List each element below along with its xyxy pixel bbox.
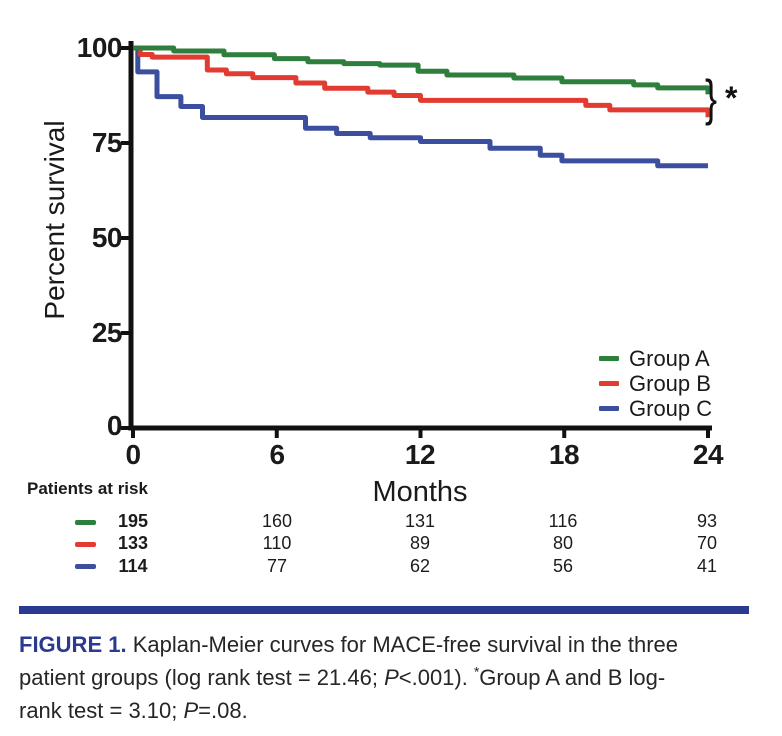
figure-caption-line-3: rank test = 3.10; P=.08. <box>19 696 775 726</box>
risk-cell: 77 <box>266 556 288 576</box>
risk-cell: 80 <box>552 533 574 553</box>
figure-caption-label: FIGURE 1. <box>19 632 127 657</box>
x-tick-label-18: 18 <box>548 439 580 470</box>
caption-text: rank test = 3.10; <box>19 698 184 723</box>
caption-text: patient groups (log rank test = 21.46; <box>19 665 385 690</box>
caption-text-italic-p: P <box>183 698 199 723</box>
y-tick-label-100: 100 <box>76 32 123 63</box>
risk-cell: 133 <box>117 533 149 553</box>
risk-cell: 93 <box>696 511 718 531</box>
risk-cell: 70 <box>696 533 718 553</box>
legend-item-group-a: Group A <box>599 346 712 371</box>
risk-cell: 41 <box>696 556 718 576</box>
group-c-swatch-icon <box>75 564 96 569</box>
caption-text: <.001). <box>398 665 474 690</box>
km-plot <box>121 41 712 438</box>
caption-superscript-asterisk: * <box>473 664 480 680</box>
legend-label: Group C <box>629 396 713 421</box>
risk-cell: 195 <box>117 511 149 531</box>
risk-cell: 131 <box>404 511 436 531</box>
y-axis-title: Percent survival <box>39 120 70 320</box>
risk-cell: 160 <box>261 511 293 531</box>
group-a-swatch-icon <box>75 520 96 525</box>
risk-cell: 110 <box>262 533 292 553</box>
risk-table-header: Patients at risk <box>27 479 148 498</box>
x-tick-label-24: 24 <box>692 439 724 470</box>
caption-text: Kaplan-Meier curves for MACE-free surviv… <box>126 632 679 657</box>
y-tick-label-75: 75 <box>91 127 123 158</box>
legend-label: Group A <box>629 346 710 371</box>
caption-text: Group A and B log- <box>479 665 666 690</box>
x-axis-title: Months <box>372 476 468 508</box>
y-tick-label-25: 25 <box>91 317 123 348</box>
survival-curve-group-c <box>133 45 708 169</box>
risk-cell: 116 <box>548 511 578 531</box>
group-a-dash-icon <box>599 356 619 361</box>
risk-cell: 56 <box>552 556 574 576</box>
group-b-dash-icon <box>599 381 619 386</box>
x-tick-label-0: 0 <box>125 439 141 470</box>
significance-asterisk: * <box>725 80 738 116</box>
legend-item-group-c: Group C <box>599 396 712 421</box>
x-tick-label-12: 12 <box>404 439 436 470</box>
legend-label: Group B <box>629 371 711 396</box>
y-tick-label-50: 50 <box>91 222 123 253</box>
risk-cell: 89 <box>409 533 431 553</box>
group-c-dash-icon <box>599 406 619 411</box>
caption-text: =.08. <box>198 698 248 723</box>
legend-item-group-b: Group B <box>599 371 712 396</box>
x-tick-label-6: 6 <box>269 439 285 470</box>
risk-cell: 114 <box>118 556 148 576</box>
caption-divider-rule <box>19 606 749 614</box>
survival-curve-group-a <box>133 45 711 95</box>
group-b-swatch-icon <box>75 542 96 547</box>
caption-text-italic-p: P <box>384 665 399 690</box>
y-tick-label-0: 0 <box>106 410 123 441</box>
legend: Group A Group B Group C <box>599 346 712 421</box>
figure-caption-line-2: patient groups (log rank test = 21.46; P… <box>19 663 775 693</box>
comparison-bracket: } <box>705 70 718 126</box>
survival-curve-group-b <box>133 45 711 118</box>
figure-caption-line-1: FIGURE 1. Kaplan-Meier curves for MACE-f… <box>19 630 775 660</box>
risk-cell: 62 <box>409 556 431 576</box>
